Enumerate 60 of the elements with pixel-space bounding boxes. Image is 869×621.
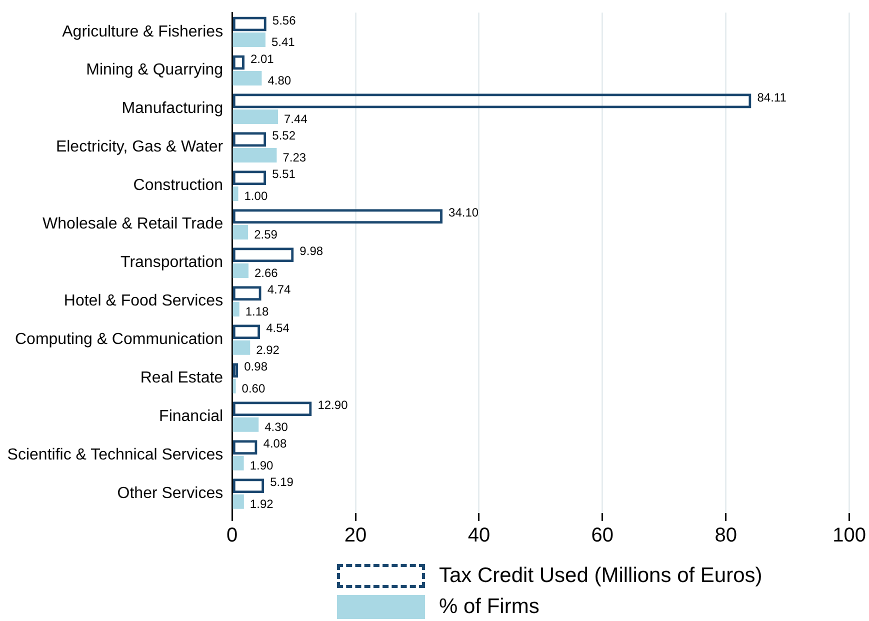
bar — [232, 109, 278, 124]
data-label: 0.60 — [242, 381, 266, 396]
bar — [232, 456, 244, 470]
y-tick-label: Scientific & Technical Services — [7, 446, 224, 464]
y-tick-label: Electricity, Gas & Water — [56, 138, 224, 156]
x-tick-label: 40 — [468, 524, 490, 547]
bar — [232, 263, 249, 278]
x-tick-label: 20 — [344, 524, 367, 547]
data-label: 5.41 — [271, 35, 296, 50]
data-label: 1.18 — [245, 304, 270, 318]
y-tick-label: Construction — [133, 177, 224, 194]
data-label: 2.59 — [254, 228, 278, 242]
x-tick-label: 80 — [714, 524, 737, 547]
data-label: 34.10 — [448, 206, 479, 220]
bar — [232, 186, 238, 201]
y-tick-label: Manufacturing — [122, 100, 224, 118]
data-label: 4.74 — [267, 282, 292, 297]
bar — [232, 417, 259, 432]
data-label: 5.56 — [272, 13, 296, 28]
bar — [232, 32, 266, 47]
y-tick-label: Agriculture & Fisheries — [62, 23, 224, 40]
data-label: 4.54 — [266, 321, 290, 336]
data-label: 0.98 — [244, 360, 268, 374]
x-tick-label: 60 — [591, 524, 614, 547]
y-tick-label: Other Services — [117, 485, 224, 502]
data-label: 9.98 — [300, 244, 324, 258]
y-tick-label: Financial — [159, 408, 224, 426]
bar — [232, 340, 250, 355]
data-label: 5.19 — [270, 475, 294, 490]
bar — [232, 378, 236, 394]
data-label: 1.92 — [250, 496, 274, 511]
legend-label: % of Firms — [439, 594, 540, 618]
data-label: 2.92 — [256, 342, 280, 357]
y-tick-label: Transportation — [120, 254, 224, 272]
y-tick-label: Computing & Communication — [14, 331, 224, 348]
bar — [232, 148, 277, 162]
x-tick-label: 100 — [832, 524, 866, 547]
legend-label: Tax Credit Used (Millions of Euros) — [439, 564, 762, 588]
data-label: 4.80 — [268, 74, 292, 88]
x-tick-label: 0 — [226, 524, 238, 547]
bar — [232, 224, 248, 240]
bar — [232, 302, 240, 316]
data-label: 5.52 — [272, 128, 296, 143]
y-tick-label: Hotel & Food Services — [64, 292, 224, 310]
y-tick-label: Mining & Quarrying — [86, 62, 224, 79]
bar — [232, 494, 244, 509]
data-label: 7.23 — [282, 150, 306, 165]
data-label: 84.11 — [757, 90, 787, 104]
data-label: 12.90 — [318, 398, 348, 412]
data-label: 4.08 — [263, 436, 287, 451]
data-label: 2.66 — [254, 266, 278, 280]
y-tick-label: Wholesale & Retail Trade — [42, 216, 224, 233]
data-label: 1.00 — [244, 189, 268, 204]
data-label: 4.30 — [264, 420, 288, 434]
bar — [232, 70, 262, 86]
data-label: 2.01 — [250, 52, 274, 66]
data-label: 5.51 — [272, 167, 296, 182]
data-label: 7.44 — [284, 112, 308, 126]
y-tick-label: Real Estate — [140, 370, 224, 387]
data-label: 1.90 — [250, 458, 274, 472]
